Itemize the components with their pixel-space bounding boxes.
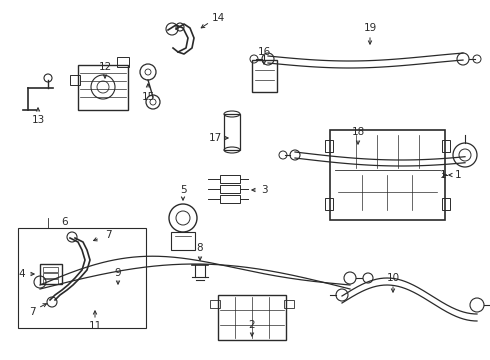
Text: 11: 11 (88, 321, 101, 331)
Text: 1: 1 (440, 170, 446, 180)
Bar (78, 65, 128, 110)
Text: 7: 7 (105, 230, 111, 240)
Bar (43, 267, 58, 272)
Text: 18: 18 (351, 127, 365, 137)
Text: 5: 5 (180, 185, 186, 195)
Bar (40, 264, 62, 284)
Bar (210, 300, 220, 308)
Bar (43, 273, 58, 278)
Text: 3: 3 (261, 185, 268, 195)
Text: 15: 15 (142, 92, 155, 102)
Bar (218, 295, 286, 340)
Bar (252, 60, 277, 92)
Bar (284, 300, 294, 308)
Bar (220, 175, 240, 183)
Bar (325, 198, 333, 210)
Bar (171, 232, 195, 250)
Bar (325, 140, 333, 152)
Text: 17: 17 (208, 133, 221, 143)
Bar (442, 140, 450, 152)
Text: 13: 13 (31, 115, 45, 125)
Text: 16: 16 (257, 47, 270, 57)
Bar (18, 228, 146, 328)
Text: 7: 7 (29, 307, 35, 317)
Bar (224, 114, 240, 150)
Bar (220, 185, 240, 193)
Text: 14: 14 (211, 13, 224, 23)
Text: 8: 8 (196, 243, 203, 253)
Text: 9: 9 (115, 268, 122, 278)
Bar (43, 279, 58, 284)
Text: 2: 2 (249, 320, 255, 330)
Text: 12: 12 (98, 62, 112, 72)
Text: 6: 6 (62, 217, 68, 227)
Bar (220, 195, 240, 203)
Bar (330, 130, 445, 220)
Text: 4: 4 (19, 269, 25, 279)
Bar (70, 75, 80, 85)
Text: 19: 19 (364, 23, 377, 33)
Bar (442, 198, 450, 210)
Text: 10: 10 (387, 273, 399, 283)
Text: 1: 1 (455, 170, 461, 180)
Bar (117, 57, 129, 67)
